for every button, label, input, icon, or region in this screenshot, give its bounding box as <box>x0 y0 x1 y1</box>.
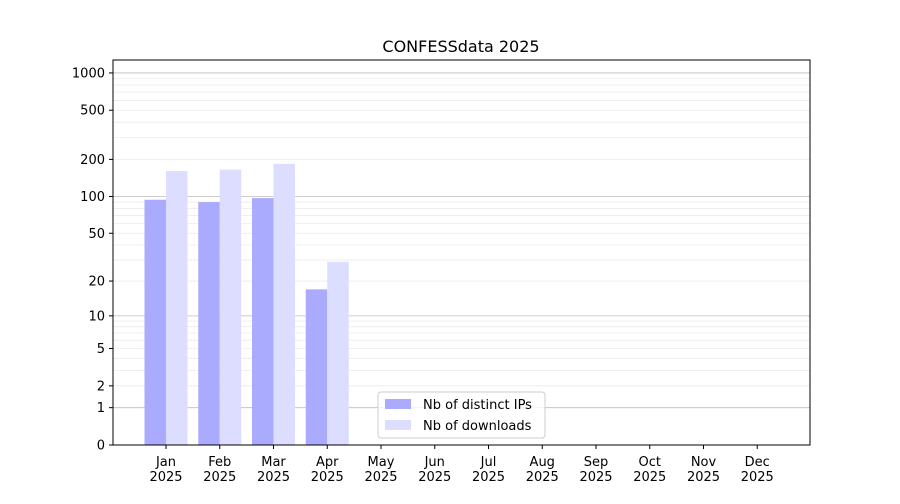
chart-title: CONFESSdata 2025 <box>382 37 539 56</box>
x-tick-label: Oct <box>639 455 661 470</box>
y-tick-label: 2 <box>97 379 105 394</box>
x-tick-label: 2025 <box>149 470 182 485</box>
x-tick-label: Jan <box>155 455 176 470</box>
y-tick-label: 100 <box>80 190 105 205</box>
x-tick-label: 2025 <box>311 470 344 485</box>
y-tick-label: 5 <box>97 342 105 357</box>
bar-downloads-jan <box>166 171 188 445</box>
x-tick-label: 2025 <box>203 470 236 485</box>
legend-swatch-downloads <box>385 420 411 430</box>
x-tick-label: Jun <box>424 455 445 470</box>
x-tick-label: Dec <box>745 455 770 470</box>
x-tick-label: Nov <box>691 455 717 470</box>
x-tick-label: 2025 <box>418 470 451 485</box>
bar-distinct-ips-feb <box>198 202 220 445</box>
x-tick-label: 2025 <box>579 470 612 485</box>
y-tick-label: 20 <box>88 275 105 290</box>
bar-downloads-apr <box>327 261 349 445</box>
x-tick-label: May <box>368 455 395 470</box>
legend-box <box>377 391 546 439</box>
plot-frame <box>112 59 811 446</box>
x-tick-label: 2025 <box>687 470 720 485</box>
legend-label-downloads: Nb of downloads <box>423 419 532 434</box>
y-tick-label: 10 <box>88 309 105 324</box>
legend-label-ips: Nb of distinct IPs <box>423 398 532 413</box>
bar-downloads-mar <box>273 163 295 445</box>
y-tick-label: 200 <box>80 153 105 168</box>
x-tick-label: Feb <box>208 455 231 470</box>
x-tick-label: Aug <box>530 455 555 470</box>
legend: Nb of distinct IPs Nb of downloads <box>377 391 546 439</box>
y-tick-label: 1000 <box>72 66 105 81</box>
x-tick-label: Jul <box>480 455 497 470</box>
x-axis: Jan2025Feb2025Mar2025Apr2025May2025Jun20… <box>149 445 774 485</box>
x-tick-label: 2025 <box>741 470 774 485</box>
bar-distinct-ips-apr <box>305 289 328 445</box>
x-tick-label: 2025 <box>472 470 505 485</box>
x-tick-label: 2025 <box>364 470 397 485</box>
y-tick-label: 500 <box>80 104 105 119</box>
bar-distinct-ips-jan <box>144 199 166 445</box>
y-tick-label: 50 <box>88 227 105 242</box>
x-tick-label: Apr <box>316 455 339 470</box>
bars <box>144 163 349 445</box>
bar-distinct-ips-mar <box>252 198 274 445</box>
x-tick-label: 2025 <box>633 470 666 485</box>
x-tick-label: 2025 <box>526 470 559 485</box>
y-tick-label: 0 <box>97 439 105 454</box>
x-tick-label: Sep <box>584 455 609 470</box>
x-tick-label: Mar <box>261 455 286 470</box>
legend-swatch-ips <box>385 399 411 409</box>
y-tick-label: 1 <box>97 401 105 416</box>
bar-downloads-feb <box>219 169 242 445</box>
x-tick-label: 2025 <box>257 470 290 485</box>
y-axis: 0 1 2 5 10 20 50 100 200 500 1000 <box>72 66 113 454</box>
